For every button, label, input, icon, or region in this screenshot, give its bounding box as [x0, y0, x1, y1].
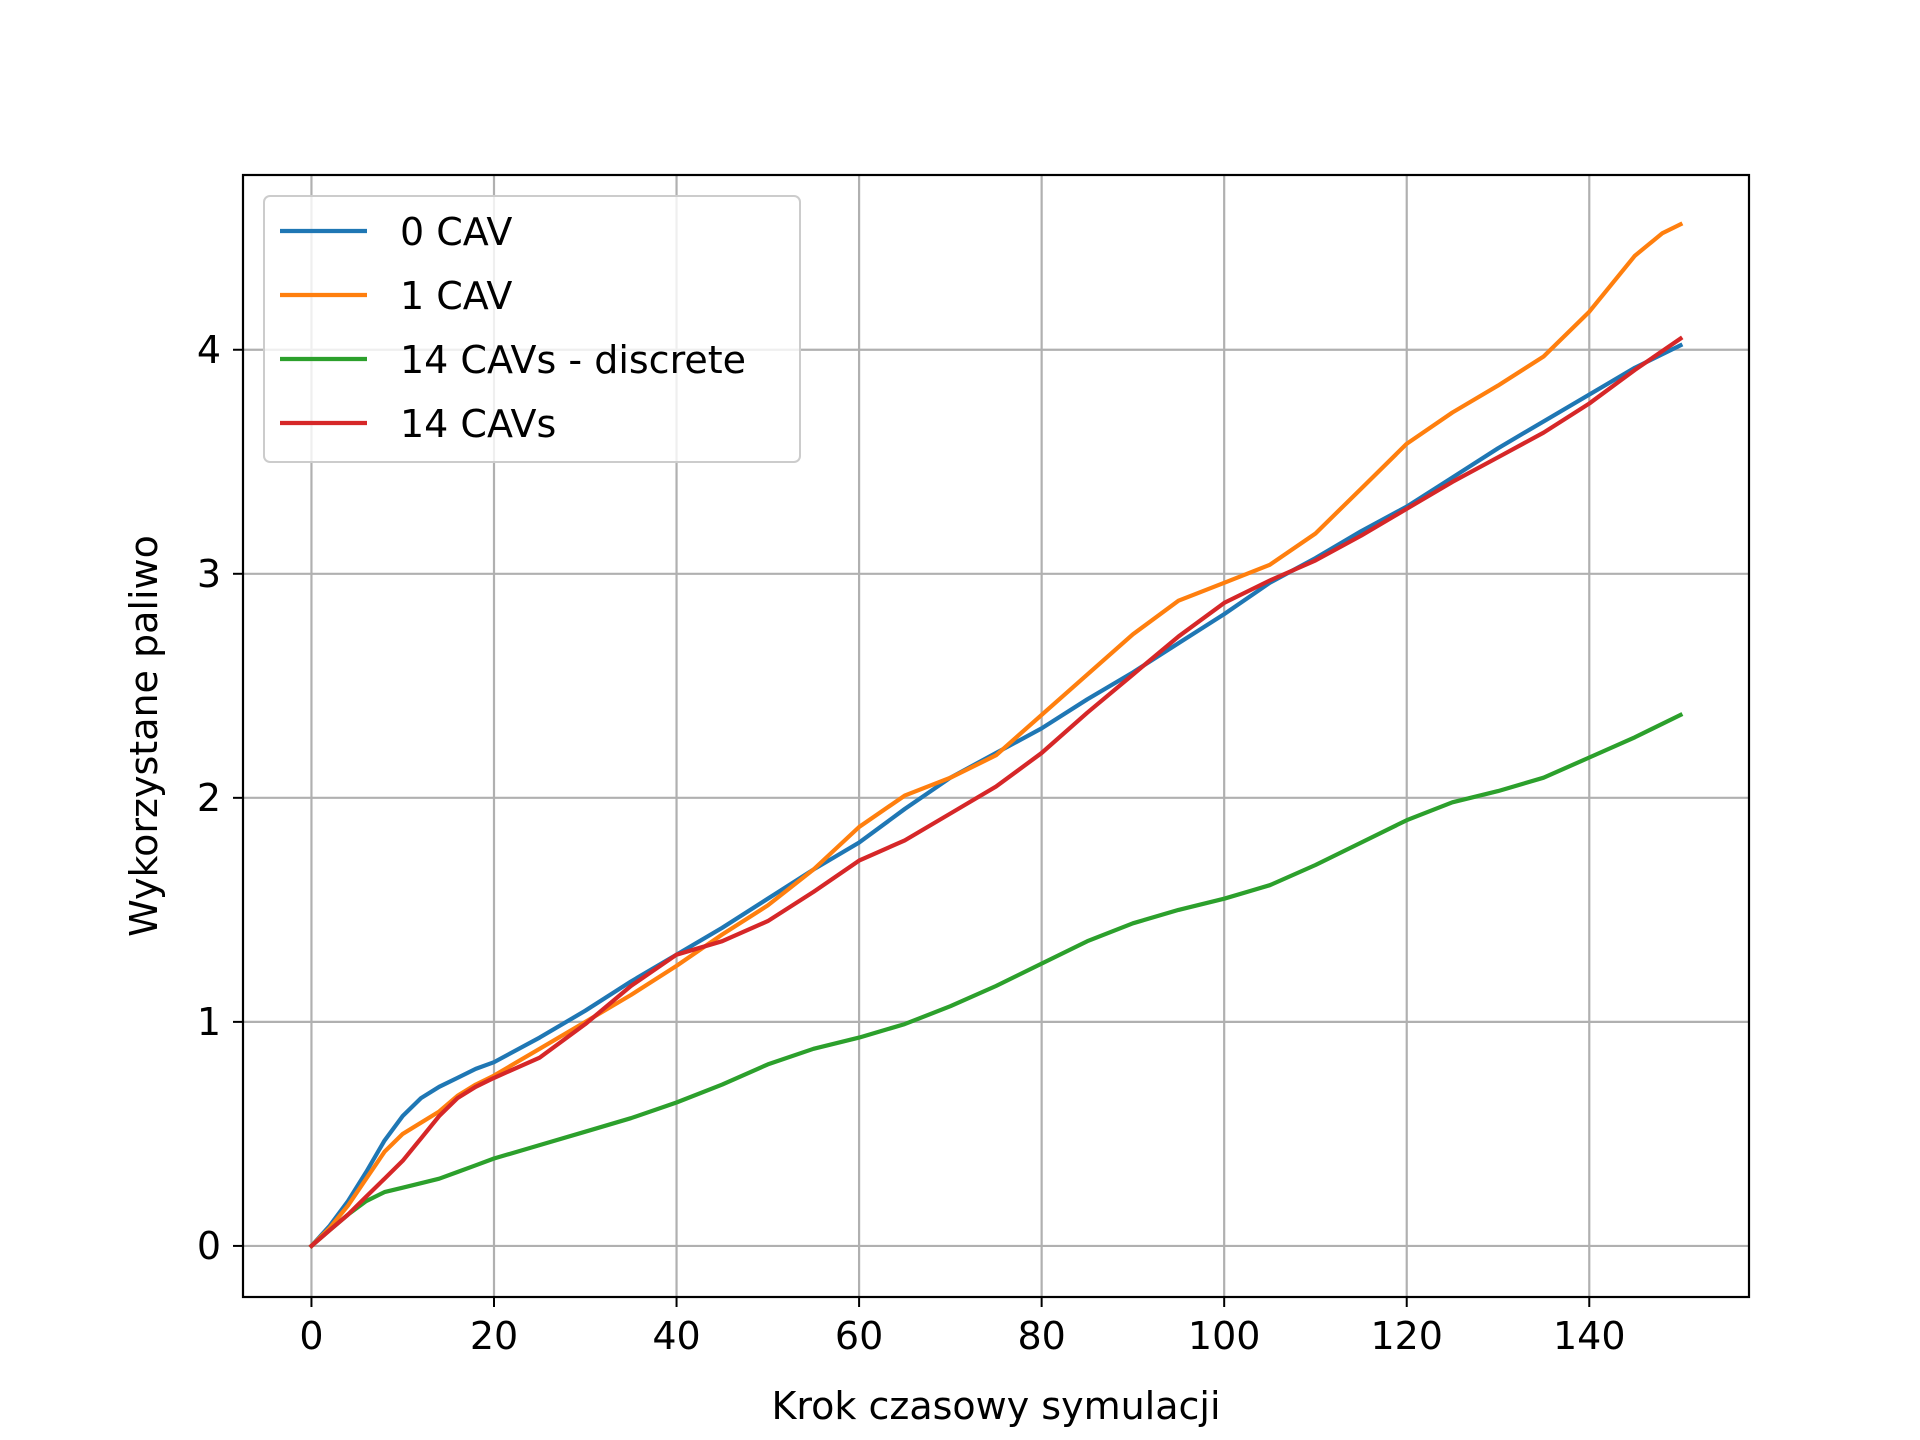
x-tick-label: 80 — [1017, 1314, 1065, 1358]
legend-label: 14 CAVs — [400, 402, 556, 446]
series-lines — [308, 221, 1684, 1249]
legend-label: 14 CAVs - discrete — [400, 338, 746, 382]
series-line — [308, 335, 1684, 1249]
x-axis-title: Krok czasowy symulacji — [771, 1384, 1220, 1428]
y-axis-ticks: 0 1 2 3 4 — [197, 328, 243, 1268]
x-tick-label: 20 — [470, 1314, 518, 1358]
x-tick-label: 60 — [835, 1314, 883, 1358]
x-tick-label: 120 — [1370, 1314, 1443, 1358]
x-axis-ticks: 0 20 40 60 80 100 120 140 — [299, 1297, 1626, 1358]
legend-label: 1 CAV — [400, 274, 512, 318]
legend-box — [263, 195, 801, 463]
x-tick-label: 100 — [1188, 1314, 1261, 1358]
x-tick-label: 140 — [1553, 1314, 1626, 1358]
series-line — [308, 712, 1684, 1249]
y-axis-title: Wykorzystane paliwo — [122, 535, 166, 937]
y-tick-label: 3 — [197, 552, 221, 596]
y-tick-label: 0 — [197, 1224, 221, 1268]
y-tick-label: 4 — [197, 328, 221, 372]
y-tick-label: 1 — [197, 1000, 221, 1044]
legend: 0 CAV 1 CAV 14 CAVs - discrete 14 CAVs — [263, 195, 801, 463]
x-tick-label: 0 — [299, 1314, 323, 1358]
legend-label: 0 CAV — [400, 210, 512, 254]
y-tick-label: 2 — [197, 776, 221, 820]
x-tick-label: 40 — [652, 1314, 700, 1358]
series-line — [308, 221, 1684, 1249]
plot-frame — [241, 173, 1751, 1299]
